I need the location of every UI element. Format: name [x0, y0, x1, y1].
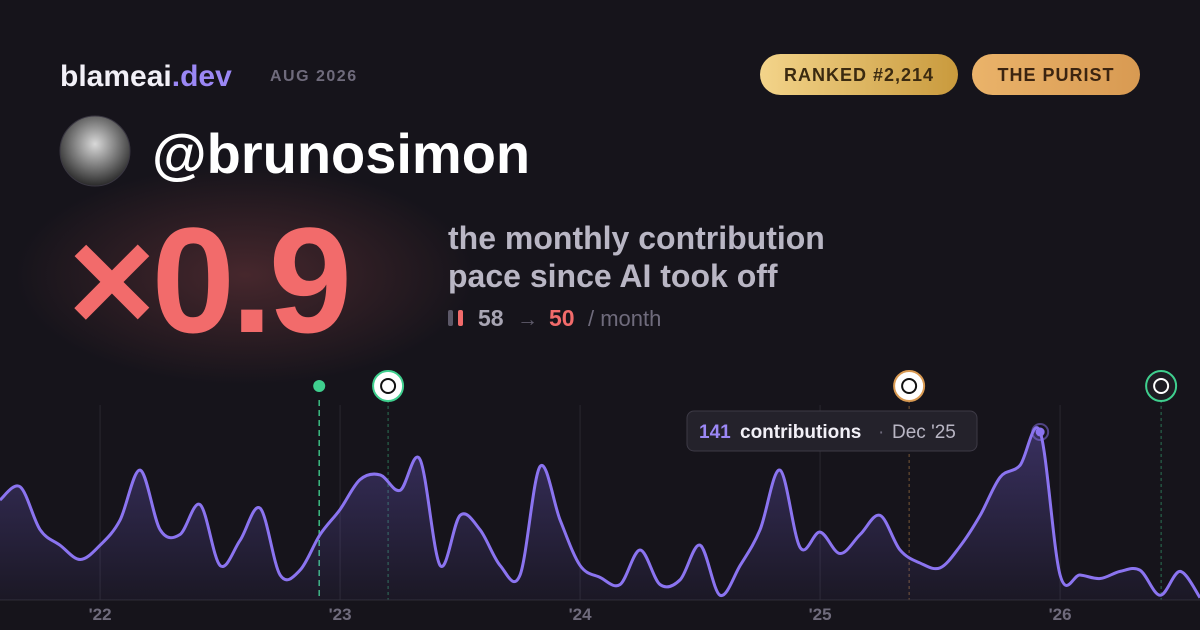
tooltip-date: Dec '25	[892, 422, 956, 443]
pace-icon	[448, 310, 453, 326]
event-icon-glyph	[380, 378, 397, 394]
highlight-ring	[1031, 423, 1050, 441]
event-icon-glyph	[901, 378, 918, 394]
highlight-point	[1035, 427, 1045, 437]
brand-tld: .dev	[172, 60, 232, 93]
event-icon-glyph	[1153, 378, 1170, 394]
badge-label: RANKED #2,214	[784, 65, 934, 85]
x-tick-label: '23	[329, 605, 352, 624]
badge	[760, 54, 958, 95]
area	[0, 427, 1200, 600]
pace-icon	[458, 310, 463, 326]
date: AUG 2026	[270, 68, 358, 85]
tooltip-label: contributions	[740, 422, 861, 443]
avatar	[59, 115, 131, 187]
tooltip-box	[686, 410, 978, 452]
handle: @brunosimon	[152, 122, 530, 185]
badge	[972, 54, 1140, 95]
brand-name: blameai	[60, 60, 172, 93]
x-tick-label: '25	[809, 605, 832, 624]
x-tick-label: '22	[89, 605, 112, 624]
tooltip: 141 contributions · Dec '25	[686, 410, 978, 452]
event-icon	[893, 370, 926, 402]
pace-arrow: →	[517, 308, 538, 331]
tooltip-value: 141	[699, 422, 731, 443]
pace-unit: / month	[588, 306, 661, 331]
badge-label: THE PURIST	[997, 65, 1114, 85]
multiplier: ×0.9	[68, 196, 348, 364]
description: pace since AI took off	[448, 258, 778, 294]
line	[0, 426, 1200, 599]
event-icon	[1145, 370, 1178, 402]
tooltip-separator: ·	[878, 422, 884, 443]
chart: '22 '23 '24 '25 '26	[0, 370, 1200, 624]
x-tick-label: '26	[1049, 605, 1072, 624]
event-icon	[372, 370, 405, 402]
description: the monthly contribution	[448, 220, 825, 256]
x-tick-label: '24	[569, 605, 592, 624]
pace-after: 50	[549, 305, 575, 331]
brand: blameai.dev	[60, 60, 232, 93]
glow	[15, 165, 475, 385]
event-dot	[313, 380, 326, 392]
pace-before: 58	[478, 305, 504, 331]
